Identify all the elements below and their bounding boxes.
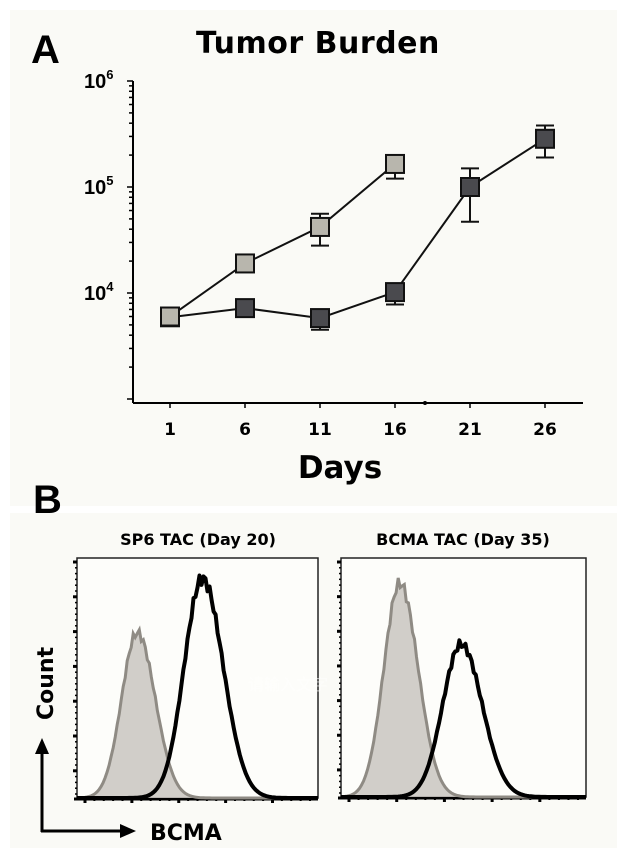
series-line (169, 163, 396, 318)
count-axis-label: Count (34, 646, 59, 720)
panel-a-label: A (31, 28, 60, 72)
x-tick-label: 21 (458, 420, 482, 440)
x-axis-label: Days (298, 450, 382, 486)
panel-b-label: B (33, 478, 62, 522)
data-point-square (310, 308, 330, 329)
y-tick-label: 106 (84, 67, 113, 93)
x-tick-label: 26 (533, 420, 557, 440)
data-point-square (310, 216, 330, 237)
histogram-title-sp6: SP6 TAC (Day 20) (120, 530, 276, 549)
y-ticks: 106 105 104 (84, 67, 133, 400)
data-point-square (235, 298, 255, 319)
histogram-bcma (337, 557, 587, 802)
x-tick-label: 16 (383, 420, 407, 440)
histogram-fill-isotype (341, 577, 586, 797)
histogram-title-bcma: BCMA TAC (Day 35) (376, 530, 550, 549)
panel-a-background (10, 10, 617, 506)
x-tick-label: 11 (308, 420, 332, 440)
data-point-square (385, 153, 405, 174)
y-tick-label: 104 (84, 279, 114, 305)
x-arrow-head-icon (120, 824, 136, 838)
watermark-text: 请输入文字 (248, 675, 328, 694)
series-line (169, 137, 546, 320)
x-tick-label: 6 (239, 420, 251, 440)
series-group (160, 124, 555, 331)
data-point-square (460, 177, 480, 197)
histogram-curve-bcma (341, 638, 586, 799)
data-point-square (385, 282, 405, 303)
histogram-fill-isotype (77, 629, 318, 798)
y-tick-label: 105 (84, 173, 113, 199)
data-point-square (160, 306, 180, 327)
data-point-square (235, 253, 255, 274)
bcma-axis-label: BCMA (150, 821, 222, 846)
histogram-sp6 (73, 557, 319, 803)
data-point-square (535, 128, 555, 149)
x-ticks: 1 6 11 16 21 26 (164, 401, 557, 440)
histogram-curve-bcma (77, 573, 318, 800)
axis-dot (423, 401, 427, 405)
chart-title: Tumor Burden (196, 26, 440, 61)
axis-arrows: Count BCMA (34, 646, 222, 846)
x-tick-label: 1 (164, 420, 176, 440)
y-arrow-head-icon (35, 738, 49, 754)
